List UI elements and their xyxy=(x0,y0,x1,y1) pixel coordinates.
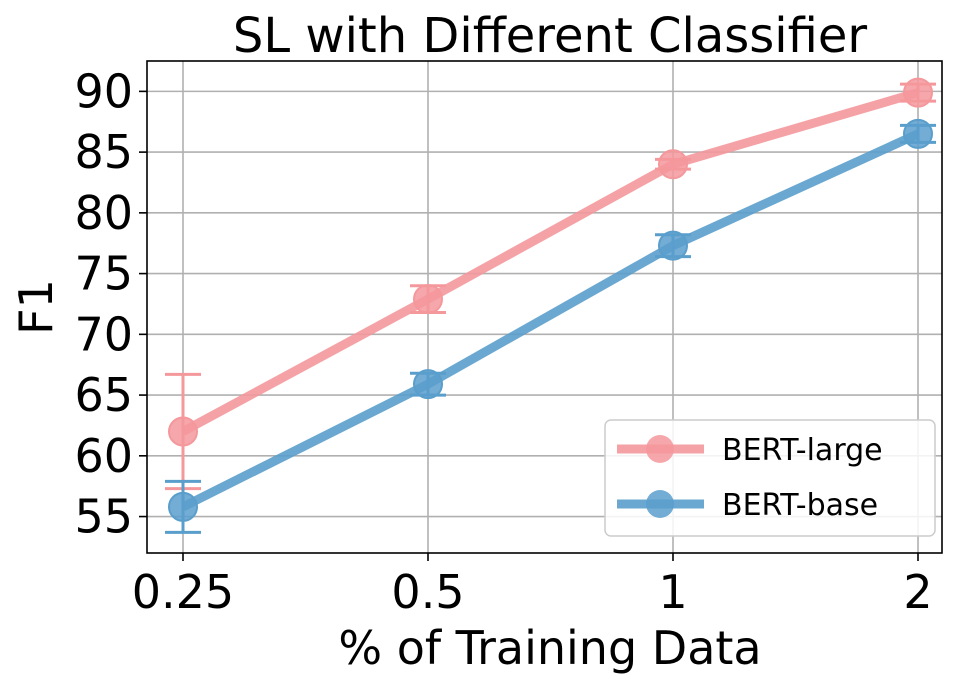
data-point xyxy=(658,149,688,180)
y-tick-label: 65 xyxy=(74,368,133,422)
y-tick-label: 70 xyxy=(74,307,133,361)
y-tick-label: 55 xyxy=(74,490,133,544)
x-tick-labels: 0.25 0.5 1 2 xyxy=(132,553,933,619)
plot-frame xyxy=(146,60,943,554)
x-tick-label: 0.25 xyxy=(132,565,234,619)
legend: BERT-large BERT-base xyxy=(604,419,936,537)
series-bert-base xyxy=(165,118,936,534)
data-point xyxy=(903,118,933,149)
legend-marker xyxy=(646,435,674,463)
data-point xyxy=(413,284,443,315)
data-point xyxy=(903,77,933,108)
x-tick-label: 1 xyxy=(658,565,687,619)
y-tick-labels: 55 60 65 70 75 80 85 90 xyxy=(74,64,147,544)
series-bert-large xyxy=(165,77,936,491)
y-tick-label: 85 xyxy=(74,125,133,179)
y-axis-label: F1 xyxy=(9,279,63,335)
series-layer xyxy=(165,77,936,534)
data-point xyxy=(413,369,443,400)
series-line xyxy=(180,129,920,511)
y-tick-label: 80 xyxy=(74,186,133,240)
x-axis-label: % of Training Data xyxy=(338,621,761,675)
chart-title: SL with Different Classifier xyxy=(233,8,868,64)
y-tick-label: 90 xyxy=(74,64,133,118)
y-tick-label: 60 xyxy=(74,429,133,483)
series-line xyxy=(180,88,920,436)
x-tick-label: 0.5 xyxy=(391,565,464,619)
data-point xyxy=(658,230,688,261)
legend-label: BERT-base xyxy=(722,488,878,523)
legend-marker xyxy=(646,490,674,518)
x-tick-label: 2 xyxy=(903,565,932,619)
data-point xyxy=(168,491,198,522)
legend-label: BERT-large xyxy=(722,433,883,468)
data-point xyxy=(168,416,198,447)
y-tick-label: 75 xyxy=(74,247,133,301)
